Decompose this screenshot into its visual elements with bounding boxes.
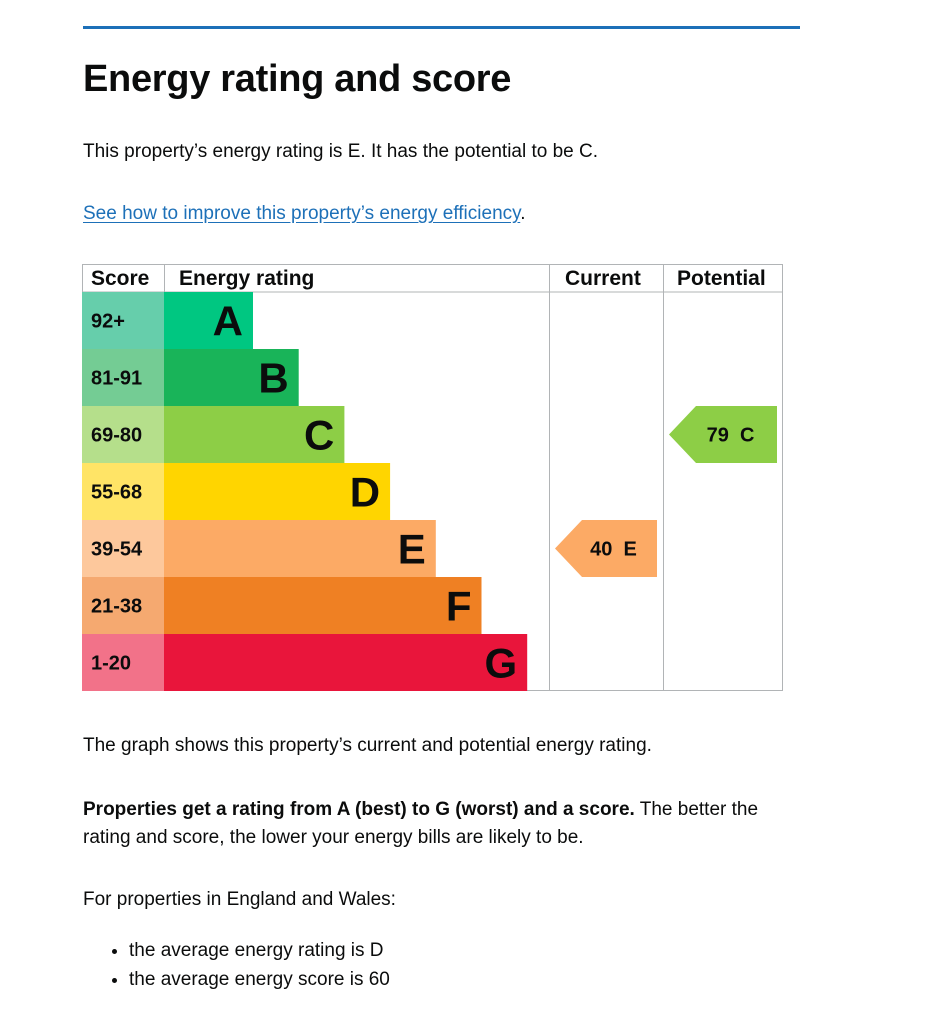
band-bar <box>164 406 345 463</box>
potential-rating-label: 79 C <box>707 425 755 447</box>
rating-summary: This property’s energy rating is E. It h… <box>83 141 599 162</box>
improve-link-line: See how to improve this property’s energ… <box>83 200 526 228</box>
band-score-label: 1-20 <box>91 653 131 675</box>
list-item: the average energy rating is D <box>129 936 390 965</box>
band-score-cell <box>82 406 164 463</box>
band-score-cell <box>82 349 164 406</box>
averages-list: the average energy rating is D the avera… <box>83 936 390 994</box>
band-letter: G <box>485 640 518 687</box>
band-score-label: 69-80 <box>91 425 142 447</box>
graph-caption: The graph shows this property’s current … <box>83 735 652 756</box>
column-header-energy-rating: Energy rating <box>179 267 314 290</box>
band-bar <box>164 292 253 349</box>
band-letter: E <box>398 526 426 573</box>
section-top-rule <box>83 26 800 29</box>
band-score-label: 92+ <box>91 311 125 333</box>
band-bar <box>164 577 482 634</box>
band-letter: C <box>304 412 334 459</box>
link-suffix: . <box>520 203 526 224</box>
band-score-cell <box>82 634 164 691</box>
current-rating-label: 40 E <box>590 539 637 561</box>
band-score-label: 55-68 <box>91 482 142 504</box>
band-score-label: 39-54 <box>91 539 143 561</box>
band-letter: F <box>446 583 472 630</box>
potential-rating-arrow <box>669 406 777 463</box>
band-letter: A <box>213 298 243 345</box>
band-score-label: 81-91 <box>91 368 142 390</box>
column-header-score: Score <box>91 267 149 290</box>
england-wales-label: For properties in England and Wales: <box>83 889 396 910</box>
column-header-potential: Potential <box>677 267 766 290</box>
band-bar <box>164 463 391 520</box>
current-rating-arrow <box>555 520 657 577</box>
rating-explanation: Properties get a rating from A (best) to… <box>83 796 793 852</box>
band-score-label: 21-38 <box>91 596 142 618</box>
improve-efficiency-link[interactable]: See how to improve this property’s energ… <box>83 203 521 224</box>
energy-rating-chart: Score Energy rating Current Potential 92… <box>82 264 783 691</box>
band-score-cell <box>82 520 164 577</box>
band-score-cell <box>82 292 164 349</box>
page-title: Energy rating and score <box>83 58 512 100</box>
rating-explanation-rest: The better the rating and score, the low… <box>83 799 759 848</box>
column-header-current: Current <box>565 267 641 290</box>
band-score-cell <box>82 577 164 634</box>
band-bar <box>164 634 528 691</box>
band-score-cell <box>82 463 164 520</box>
band-letter: B <box>258 355 288 402</box>
list-item: the average energy score is 60 <box>129 965 390 994</box>
rating-bands: 92+ A 81-91 B 69-80 C 55-68 D 39-54 E 21-38 F 1-20 G <box>82 292 528 691</box>
band-bar <box>164 520 436 577</box>
band-letter: D <box>350 469 380 516</box>
potential-rating-marker: 79 C <box>669 406 777 463</box>
current-rating-marker: 40 E <box>555 520 657 577</box>
band-bar <box>164 349 299 406</box>
rating-explanation-bold: Properties get a rating from A (best) to… <box>83 799 635 820</box>
